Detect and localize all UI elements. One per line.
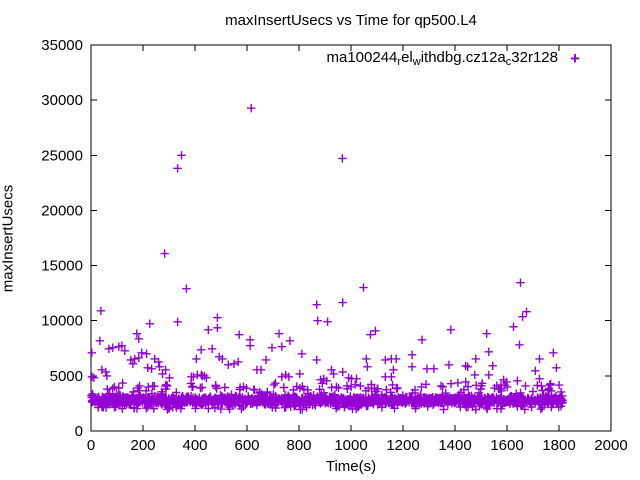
y-tick-label: 10000 xyxy=(41,313,83,330)
x-tick-label: 400 xyxy=(182,437,207,454)
x-tick-label: 2000 xyxy=(594,437,627,454)
chart-title: maxInsertUsecs vs Time for qp500.L4 xyxy=(225,12,477,29)
legend-text-segment: el xyxy=(401,49,413,66)
x-tick-label: 1600 xyxy=(490,437,523,454)
y-tick-label: 5000 xyxy=(50,368,83,385)
legend-text-segment: c xyxy=(505,56,512,68)
x-tick-label: 1200 xyxy=(386,437,419,454)
x-tick-label: 600 xyxy=(234,437,259,454)
x-tick-label: 200 xyxy=(130,437,155,454)
legend-text-segment: 32r128 xyxy=(511,49,558,66)
legend-text-segment: r xyxy=(397,56,402,68)
x-tick-label: 1400 xyxy=(438,437,471,454)
legend-series-label: ma100244relwithdbg.cz12ac32r128 xyxy=(326,49,558,68)
axes: 0 200 400 600 800 1000 1200 1400 1600 1800 2000050… xyxy=(41,37,627,475)
legend-text-segment: w xyxy=(412,56,421,68)
plot-border xyxy=(90,44,612,432)
plus-marker-icon: + xyxy=(570,48,580,68)
y-tick-label: 30000 xyxy=(41,92,83,109)
y-tick-label: 0 xyxy=(75,423,83,440)
y-tick-label: 35000 xyxy=(41,37,83,54)
y-tick-label: 25000 xyxy=(41,147,83,164)
x-tick-label: 0 xyxy=(87,437,95,454)
x-tick-label: 800 xyxy=(286,437,311,454)
legend-text-segment: ithdbg.cz12a xyxy=(420,49,506,66)
legend: ma100244relwithdbg.cz12ac32r128 + xyxy=(326,49,582,68)
data-points xyxy=(87,104,567,414)
x-axis-title-text: Time(s) xyxy=(326,458,376,475)
y-tick-label: 15000 xyxy=(41,258,83,275)
legend-text-segment: ma100244 xyxy=(326,49,398,66)
y-axis-title: maxInsertUsecs xyxy=(0,184,17,293)
y-tick-label: 20000 xyxy=(41,202,83,219)
scatter-plus-markers xyxy=(87,104,567,414)
x-tick-label: 1000 xyxy=(334,437,367,454)
x-tick-label: 1800 xyxy=(542,437,575,454)
